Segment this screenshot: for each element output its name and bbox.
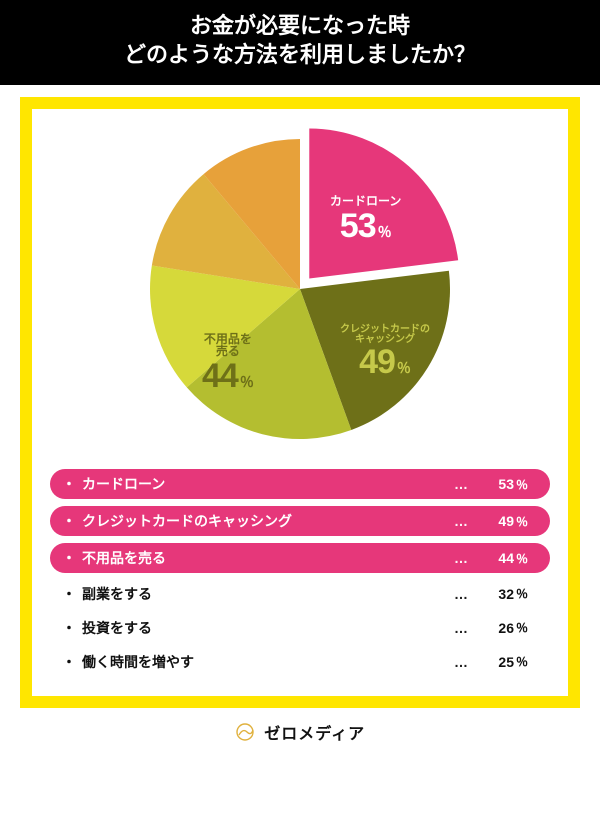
- row-unit: ％: [516, 550, 534, 567]
- row-label: 副業をする: [82, 584, 152, 604]
- pie-chart: カードローン53％クレジットカードのキャッシング49％不用品を売る44％: [130, 119, 470, 459]
- row-unit: ％: [516, 513, 534, 530]
- pie-chart-container: カードローン53％クレジットカードのキャッシング49％不用品を売る44％: [50, 119, 550, 459]
- data-row: ・副業をする…32％: [50, 580, 550, 607]
- title-line-1: お金が必要になった時: [0, 12, 600, 41]
- bullet: ・: [62, 584, 76, 604]
- row-unit: ％: [516, 585, 534, 602]
- bullet: ・: [62, 652, 76, 672]
- row-label: クレジットカードのキャッシング: [82, 511, 292, 531]
- dots: …: [152, 586, 478, 602]
- dots: …: [194, 654, 478, 670]
- data-row: ・クレジットカードのキャッシング…49％: [50, 506, 550, 536]
- row-value: 49: [478, 513, 514, 529]
- row-label: 働く時間を増やす: [82, 652, 194, 672]
- row-value: 53: [478, 476, 514, 492]
- row-unit: ％: [516, 653, 534, 670]
- logo-icon: [235, 722, 255, 747]
- dots: …: [165, 476, 478, 492]
- row-value: 25: [478, 654, 514, 670]
- data-row: ・働く時間を増やす…25％: [50, 648, 550, 675]
- row-value: 26: [478, 620, 514, 636]
- bullet: ・: [62, 511, 76, 531]
- bullet: ・: [62, 474, 76, 494]
- dots: …: [152, 620, 478, 636]
- row-unit: ％: [516, 619, 534, 636]
- row-label: カードローン: [82, 474, 165, 494]
- title-line-2: どのような方法を利用しましたか？: [0, 41, 600, 70]
- bullet: ・: [62, 618, 76, 638]
- row-label: 不用品を売る: [82, 548, 166, 568]
- footer-text: ゼロメディア: [264, 726, 365, 743]
- bullet: ・: [62, 548, 76, 568]
- pie-slice: [309, 129, 458, 279]
- data-rows: ・カードローン…53％・クレジットカードのキャッシング…49％・不用品を売る…4…: [50, 469, 550, 675]
- dots: …: [166, 550, 478, 566]
- row-label: 投資をする: [82, 618, 152, 638]
- data-row: ・不用品を売る…44％: [50, 543, 550, 573]
- content-frame: カードローン53％クレジットカードのキャッシング49％不用品を売る44％ ・カー…: [20, 97, 580, 708]
- data-row: ・投資をする…26％: [50, 614, 550, 641]
- header: お金が必要になった時 どのような方法を利用しましたか？: [0, 0, 600, 85]
- data-row: ・カードローン…53％: [50, 469, 550, 499]
- dots: …: [292, 513, 478, 529]
- row-value: 44: [478, 550, 514, 566]
- footer: ゼロメディア: [0, 720, 600, 747]
- row-unit: ％: [516, 476, 534, 493]
- row-value: 32: [478, 586, 514, 602]
